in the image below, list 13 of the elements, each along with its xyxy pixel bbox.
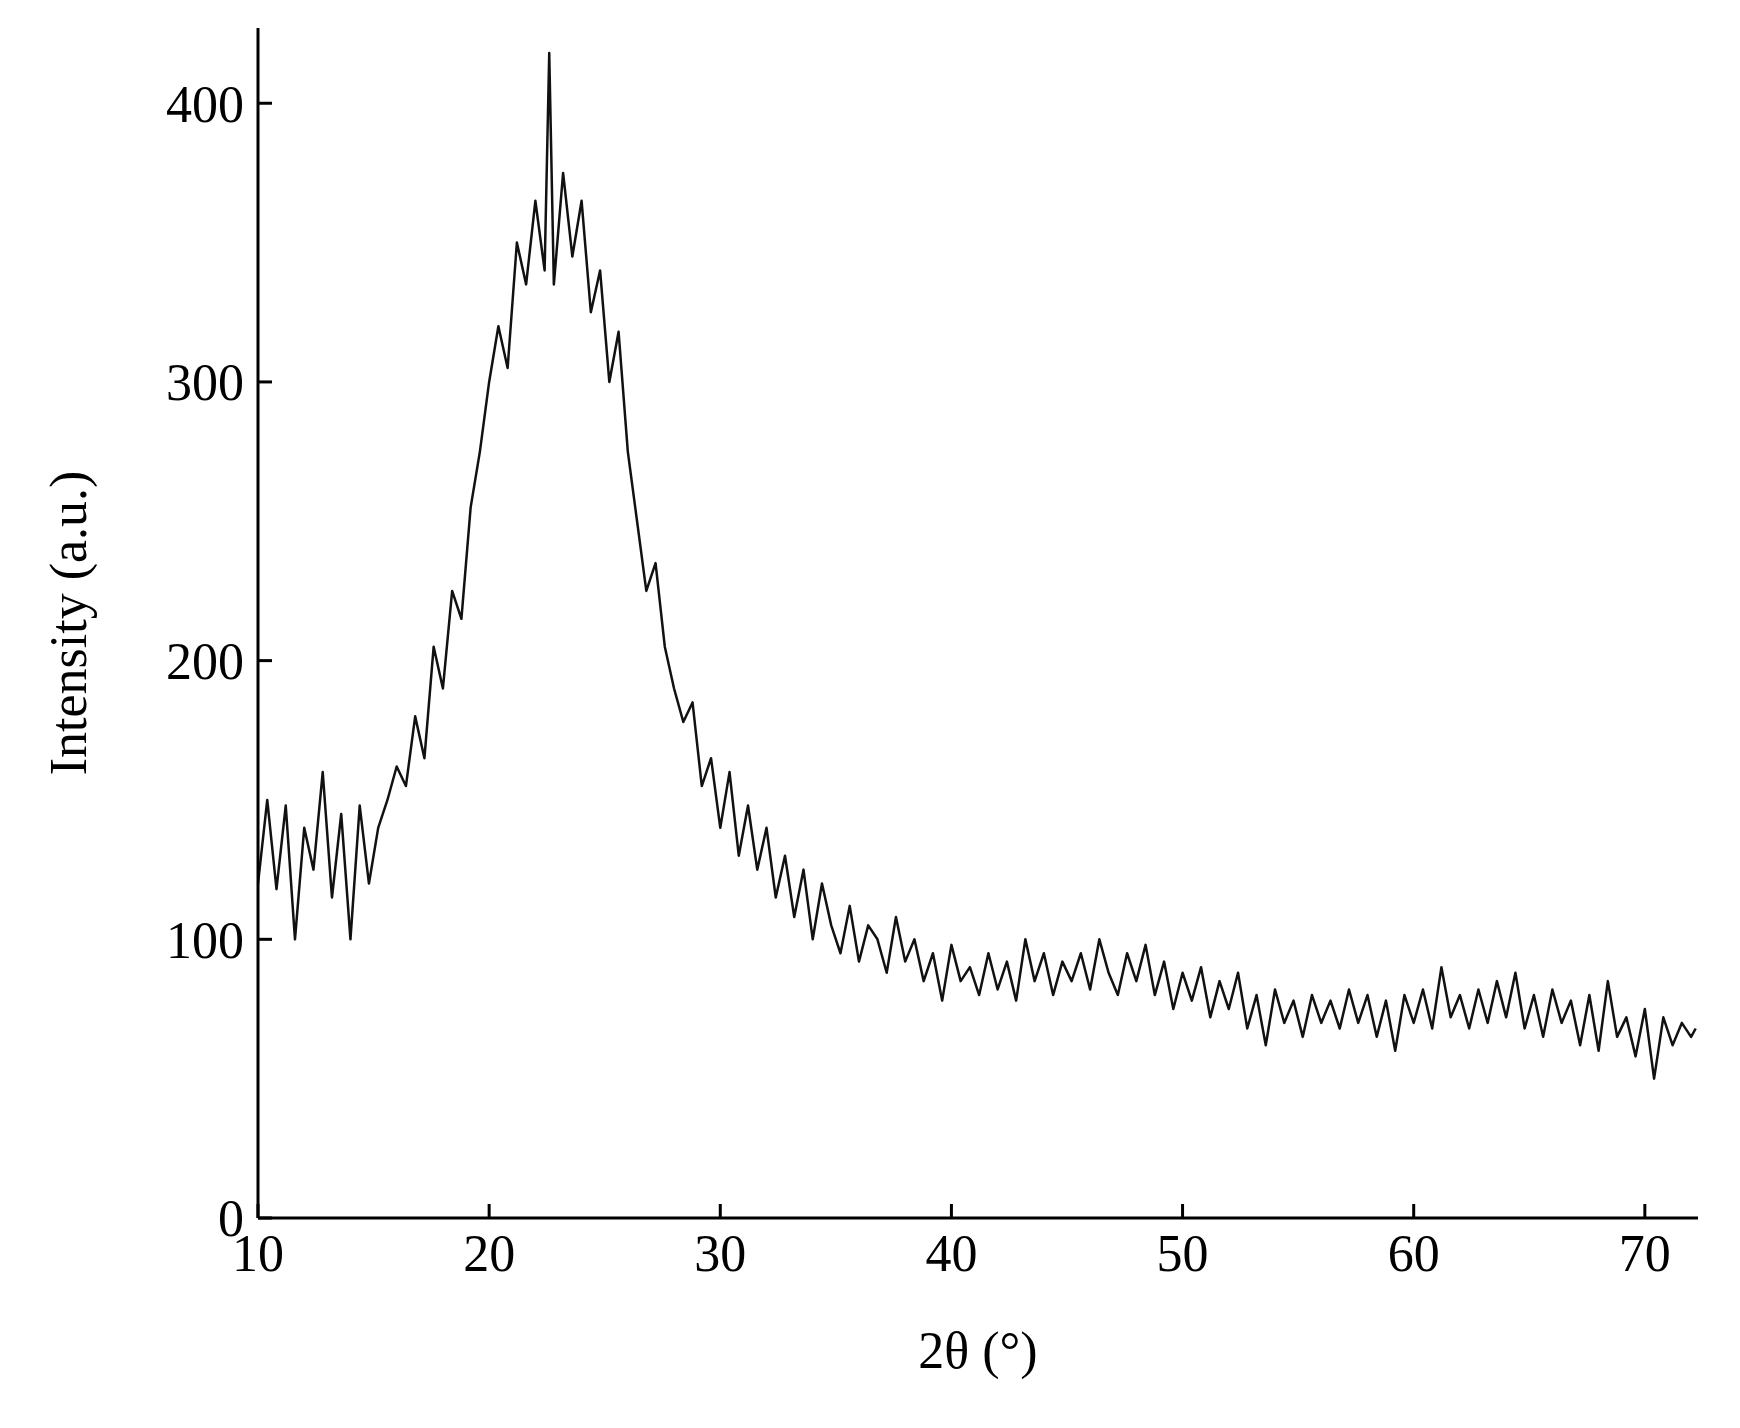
line-series — [258, 51, 1697, 1080]
y-tick-label: 400 — [166, 75, 244, 133]
x-tick-label: 60 — [1387, 1224, 1440, 1282]
y-tick-label: 100 — [166, 911, 244, 969]
x-tick-label: 40 — [925, 1224, 978, 1282]
x-tick-label: 20 — [463, 1224, 516, 1282]
x-tick-label: 50 — [1156, 1224, 1209, 1282]
x-tick-label: 70 — [1618, 1224, 1671, 1282]
y-tick-label: 200 — [166, 633, 244, 691]
y-tick-label: 300 — [166, 354, 244, 412]
x-tick-label: 30 — [694, 1224, 747, 1282]
x-axis-title: 2θ (°) — [918, 1322, 1038, 1380]
y-axis-title: Intensity (a.u.) — [40, 470, 99, 776]
